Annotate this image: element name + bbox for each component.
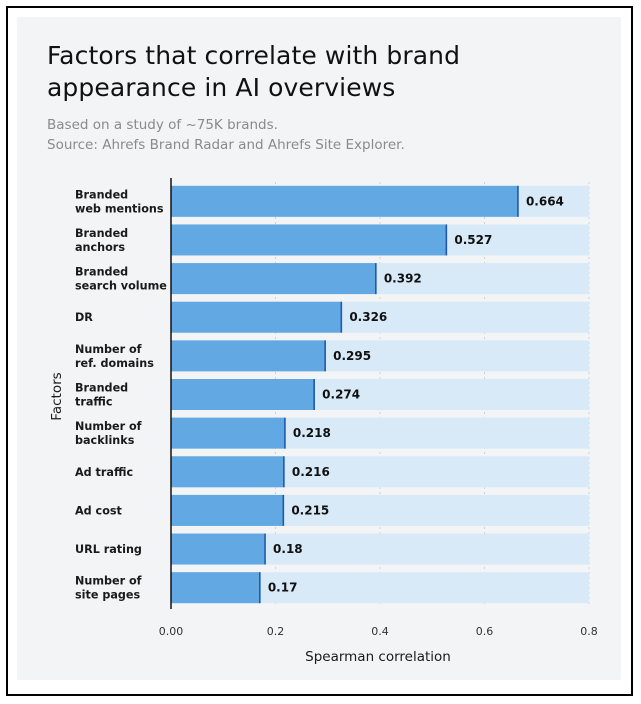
- category-label-line: Branded: [75, 382, 128, 395]
- bar: [171, 379, 315, 410]
- category-label: URL rating: [75, 543, 142, 556]
- bar: [171, 263, 376, 295]
- bars: [171, 185, 519, 604]
- category-label-line: ref. domains: [75, 357, 154, 370]
- category-label-line: Branded: [75, 266, 128, 279]
- category-label-line: Number of: [75, 420, 142, 433]
- y-axis-title: Factors: [49, 372, 65, 420]
- category-label-line: Ad traffic: [75, 466, 133, 479]
- chart-subtitle: Based on a study of ~75K brands. Source:…: [47, 115, 607, 155]
- x-axis-title: Spearman correlation: [305, 649, 451, 665]
- bar: [171, 494, 284, 526]
- category-label: Branded anchors: [75, 227, 128, 254]
- category-label-line: DR: [75, 311, 93, 324]
- category-label-line: Branded: [75, 227, 128, 240]
- data-label: 0.664: [526, 194, 564, 208]
- category-label: Number of backlinks: [75, 420, 142, 447]
- chart-title: Factors that correlate with brand appear…: [47, 41, 461, 102]
- category-label: DR: [75, 311, 93, 324]
- bar: [171, 533, 266, 565]
- x-tick-label: 0.4: [371, 625, 389, 638]
- category-label-line: Number of: [75, 343, 142, 356]
- category-label-line: anchors: [75, 241, 125, 254]
- category-label: Number of site pages: [75, 575, 142, 602]
- category-label: Branded traffic: [75, 382, 128, 409]
- data-label: 0.216: [292, 465, 330, 479]
- category-label-line: traffic: [75, 396, 113, 409]
- data-label: 0.17: [268, 581, 298, 595]
- data-label: 0.218: [293, 426, 331, 440]
- x-tick-label: 0.2: [267, 625, 285, 638]
- data-label: 0.18: [273, 542, 303, 556]
- bar: [171, 340, 326, 372]
- category-label: Branded web mentions: [75, 188, 164, 215]
- category-label-line: search volume: [75, 280, 167, 293]
- bar: [171, 572, 260, 604]
- category-label-line: Ad cost: [75, 504, 123, 517]
- axes: 0.00 0.2 0.4 0.6 0.8: [159, 178, 598, 638]
- bar: [171, 185, 518, 217]
- x-tick-label: 0.6: [476, 625, 494, 638]
- data-label: 0.274: [322, 388, 360, 402]
- subtitle-line-study: Based on a study of ~75K brands.: [47, 117, 278, 133]
- category-label: Branded search volume: [75, 266, 167, 293]
- category-label: Ad cost: [75, 504, 123, 517]
- data-label: 0.215: [291, 503, 329, 517]
- category-label-line: web mentions: [75, 202, 164, 215]
- data-label: 0.392: [384, 272, 422, 286]
- data-label: 0.326: [349, 310, 387, 324]
- bar: [171, 417, 285, 449]
- data-label: 0.295: [333, 349, 371, 363]
- category-label-line: Number of: [75, 575, 142, 588]
- data-label: 0.527: [454, 233, 492, 247]
- bar: [171, 456, 284, 488]
- category-label-line: site pages: [75, 589, 140, 602]
- bar: [171, 224, 447, 256]
- category-label-line: URL rating: [75, 543, 142, 556]
- x-tick-label: 0.8: [580, 625, 598, 638]
- x-tick-label: 0.00: [159, 625, 184, 638]
- subtitle-line-source: Source: Ahrefs Brand Radar and Ahrefs Si…: [47, 137, 405, 153]
- value-labels: 0.664 0.527 0.392 0.326 0.295 0.274 0.218 0.216…: [268, 194, 564, 594]
- category-label: Ad traffic: [75, 466, 133, 479]
- category-label: Number of ref. domains: [75, 343, 154, 370]
- bar: [171, 301, 342, 333]
- category-label-line: Branded: [75, 188, 128, 201]
- category-label-line: backlinks: [75, 434, 135, 447]
